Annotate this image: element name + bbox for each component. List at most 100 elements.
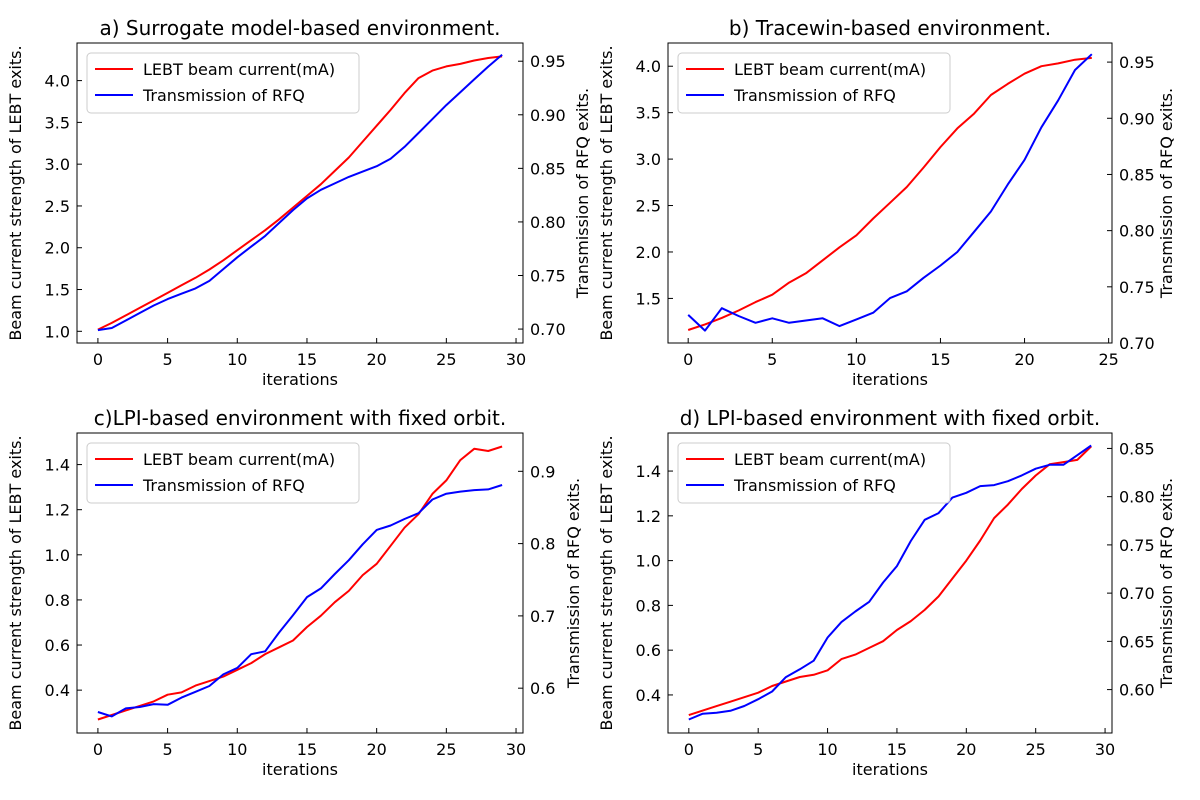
y-left-tick-label: 3.0 (636, 150, 661, 169)
x-tick-label: 25 (1098, 350, 1118, 369)
y-right-tick-label: 0.80 (530, 213, 566, 232)
y-left-tick-label: 4.0 (636, 57, 661, 76)
y-right-tick-label: 0.85 (1119, 165, 1155, 184)
x-axis-label: iterations (852, 370, 928, 389)
y-right-tick-label: 0.7 (530, 607, 555, 626)
y-right-tick-label: 0.6 (530, 679, 555, 698)
panel-d-lpi: 0 5 10 15 20 25 30 0.4 0.6 0.8 1.0 1.2 1.4 0.60 0.65 0.… (597, 406, 1176, 779)
panel-a-surrogate: 0 5 10 15 20 25 30 1.0 1.5 2.0 2.5 3.0 3.5 4.0 0.70 0.7… (6, 16, 592, 389)
y-left-tick-label: 3.0 (45, 155, 70, 174)
x-axis-label: iterations (852, 760, 928, 779)
plot-frame (667, 42, 1113, 344)
chart-title: c)LPI-based environment with fixed orbit… (94, 406, 506, 430)
y-right-tick-label: 0.90 (1119, 109, 1155, 128)
chart-title: b) Tracewin-based environment. (729, 16, 1051, 40)
legend-label-lebt: LEBT beam current(mA) (143, 450, 335, 469)
chart-title: d) LPI-based environment with fixed orbi… (680, 406, 1101, 430)
x-tick-label: 20 (366, 350, 386, 369)
y-left-tick-label: 2.5 (45, 197, 70, 216)
x-axis-label: iterations (262, 370, 338, 389)
legend-label-rfq: Transmission of RFQ (733, 86, 896, 105)
x-tick-label: 20 (956, 740, 976, 759)
y-right-tick-label: 0.85 (530, 159, 566, 178)
x-tick-label: 20 (366, 740, 386, 759)
y-right-tick-label: 0.80 (1119, 488, 1155, 507)
y-left-tick-label: 1.5 (45, 281, 70, 300)
x-tick-label: 15 (297, 740, 317, 759)
legend-label-lebt: LEBT beam current(mA) (734, 60, 926, 79)
y-left-tick-label: 1.0 (45, 322, 70, 341)
legend-label-lebt: LEBT beam current(mA) (734, 450, 926, 469)
legend-label-lebt: LEBT beam current(mA) (143, 60, 335, 79)
y-right-axis-label: Transmission of RFQ exits. (1157, 478, 1176, 689)
y-left-tick-label: 1.2 (636, 507, 661, 526)
x-tick-label: 30 (506, 350, 526, 369)
x-tick-label: 5 (767, 350, 777, 369)
plot-frame (76, 42, 524, 344)
series-rfq-transmission-line (687, 53, 1093, 332)
y-left-tick-label: 1.4 (636, 462, 661, 481)
y-right-tick-label: 0.8 (530, 535, 555, 554)
x-tick-label: 10 (846, 350, 866, 369)
x-tick-label: 15 (887, 740, 907, 759)
x-tick-label: 10 (227, 350, 247, 369)
y-left-tick-label: 1.0 (636, 552, 661, 571)
y-right-axis-label: Transmission of RFQ exits. (1157, 88, 1176, 299)
y-right-tick-label: 0.75 (1119, 278, 1155, 297)
y-left-tick-label: 4.0 (45, 72, 70, 91)
series-rfq-transmission-line (97, 54, 503, 332)
y-left-tick-label: 2.0 (45, 239, 70, 258)
series-lebt-current-line (97, 55, 503, 331)
x-tick-label: 15 (297, 350, 317, 369)
x-tick-label: 0 (93, 740, 103, 759)
panel-b-tracewin: 0 5 10 15 20 25 1.5 2.0 2.5 3.0 3.5 4.0 0.70 0.75 0.80… (597, 16, 1176, 389)
y-left-tick-label: 0.4 (636, 686, 661, 705)
x-tick-label: 0 (684, 740, 694, 759)
series-lebt-current-line (687, 56, 1092, 331)
y-right-axis-label: Transmission of RFQ exits. (564, 478, 583, 689)
y-left-tick-label: 1.4 (45, 456, 70, 475)
y-left-axis-label: Beam current strength of LEBT exits. (597, 45, 616, 340)
y-left-tick-label: 1.0 (45, 546, 70, 565)
y-right-tick-label: 0.95 (530, 52, 566, 71)
legend-box (86, 442, 360, 504)
legend-label-rfq: Transmission of RFQ (142, 86, 305, 105)
legend-label-rfq: Transmission of RFQ (733, 476, 896, 495)
y-right-tick-label: 0.85 (1119, 439, 1155, 458)
y-right-axis-label: Transmission of RFQ exits. (573, 88, 592, 299)
y-left-tick-label: 0.8 (636, 596, 661, 615)
y-left-axis-label: Beam current strength of LEBT exits. (597, 435, 616, 730)
x-tick-label: 25 (436, 740, 456, 759)
y-right-tick-label: 0.95 (1119, 53, 1155, 72)
y-left-axis-label: Beam current strength of LEBT exits. (6, 435, 25, 730)
y-right-tick-label: 0.75 (530, 267, 566, 286)
y-left-axis-label: Beam current strength of LEBT exits. (6, 45, 25, 340)
y-left-tick-label: 3.5 (45, 113, 70, 132)
x-tick-label: 5 (163, 350, 173, 369)
plot-frame (667, 432, 1113, 734)
y-right-tick-label: 0.70 (1119, 334, 1155, 353)
legend-box (677, 52, 951, 114)
x-tick-label: 10 (817, 740, 837, 759)
series-lebt-current-line (688, 445, 1092, 717)
x-tick-label: 30 (506, 740, 526, 759)
y-left-tick-label: 2.5 (636, 197, 661, 216)
y-right-tick-label: 0.80 (1119, 222, 1155, 241)
x-tick-label: 5 (163, 740, 173, 759)
x-tick-label: 15 (930, 350, 950, 369)
y-right-tick-label: 0.90 (530, 106, 566, 125)
y-right-tick-label: 0.9 (530, 462, 555, 481)
x-tick-label: 5 (753, 740, 763, 759)
x-axis-label: iterations (262, 760, 338, 779)
y-left-tick-label: 0.4 (45, 681, 70, 700)
y-right-tick-label: 0.70 (530, 320, 566, 339)
x-tick-label: 0 (93, 350, 103, 369)
series-rfq-transmission-line (688, 444, 1092, 721)
x-tick-label: 20 (1014, 350, 1034, 369)
y-right-tick-label: 0.65 (1119, 632, 1155, 651)
y-left-tick-label: 3.5 (636, 104, 661, 123)
x-tick-label: 25 (1026, 740, 1046, 759)
y-right-tick-label: 0.70 (1119, 584, 1155, 603)
y-left-tick-label: 0.6 (636, 641, 661, 660)
